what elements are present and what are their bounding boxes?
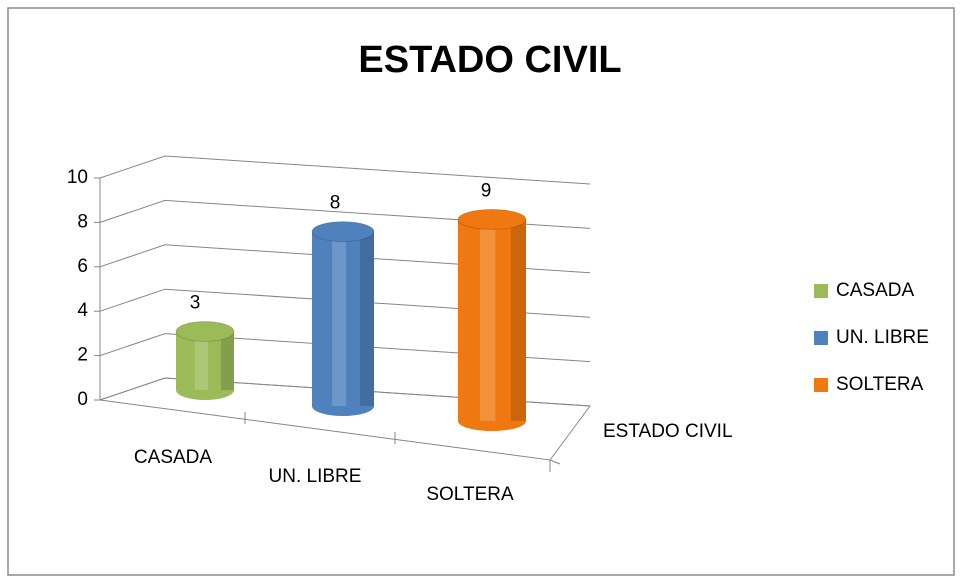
y-tick-label: 0 — [77, 389, 88, 410]
bar-top — [175, 321, 235, 342]
cylinder — [457, 208, 527, 431]
depth-tick-mark — [549, 459, 561, 465]
legend-label: CASADA — [836, 280, 914, 301]
bar-top — [457, 208, 527, 230]
bar — [176, 331, 234, 400]
grid-line — [99, 199, 591, 229]
legend-label: SOLTERA — [836, 374, 924, 395]
cylinder — [311, 221, 375, 416]
y-tick-label: 10 — [67, 167, 88, 188]
bar-shadow — [220, 331, 234, 390]
x-tick-label: CASADA — [134, 447, 212, 468]
cylinder — [175, 321, 235, 400]
y-tick-label: 8 — [77, 211, 88, 232]
y-tick-label: 2 — [77, 345, 88, 366]
grid-line — [99, 155, 591, 185]
x-tick-label: UN. LIBRE — [269, 466, 362, 487]
legend-swatch — [814, 378, 828, 392]
grid-line — [99, 377, 591, 407]
data-label: 9 — [481, 180, 492, 201]
legend-label: UN. LIBRE — [836, 327, 929, 348]
bar-shadow — [510, 219, 526, 421]
data-label: 3 — [190, 293, 201, 314]
bar-highlight — [194, 331, 208, 390]
bar-shadow — [360, 231, 374, 406]
y-tick-label: 4 — [77, 300, 88, 321]
grid-line — [99, 244, 591, 274]
grid-line — [99, 288, 591, 318]
bar-highlight — [332, 231, 347, 406]
legend-swatch — [814, 331, 828, 345]
chart-title: ESTADO CIVIL — [358, 39, 621, 81]
legend-swatch — [814, 284, 828, 298]
bar — [458, 219, 526, 431]
y-tick-label: 6 — [77, 256, 88, 277]
grid-line — [99, 333, 591, 363]
category-label: ESTADO CIVIL — [603, 421, 733, 442]
data-label: 8 — [330, 193, 341, 214]
bar-highlight — [480, 219, 496, 421]
bar-top — [311, 221, 375, 243]
x-tick-label: SOLTERA — [426, 484, 514, 505]
bar — [312, 231, 374, 416]
